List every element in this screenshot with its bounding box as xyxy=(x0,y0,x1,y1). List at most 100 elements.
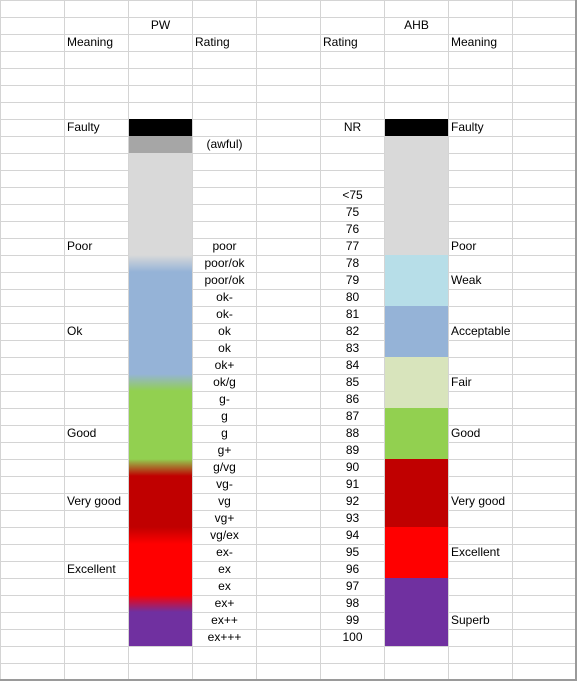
grid-row-line xyxy=(0,221,577,222)
score-cell: 88 xyxy=(345,426,360,440)
grid-row-line xyxy=(0,153,577,154)
pw-band-vg-ex-transition xyxy=(129,527,192,544)
grid-row-line xyxy=(0,595,577,596)
pw-rating-cell: g+ xyxy=(217,443,232,457)
pw-rating-cell: ex- xyxy=(216,545,233,559)
score-cell: 99 xyxy=(345,613,360,627)
score-cell: 95 xyxy=(345,545,360,559)
pw-band-faulty xyxy=(129,119,192,136)
score-cell: 100 xyxy=(342,630,363,644)
ahb-meaning-header: Meaning xyxy=(451,35,498,49)
pw-band-good xyxy=(129,391,192,459)
grid-row-line xyxy=(0,0,577,1)
ahb-band-good xyxy=(385,408,448,459)
pw-rating-cell: g/vg xyxy=(213,460,236,474)
ahb-band-weak xyxy=(385,255,448,306)
score-cell: 79 xyxy=(345,273,360,287)
pw-meaning: Excellent xyxy=(67,562,116,576)
grid-row-line xyxy=(0,306,577,307)
grid-row-line xyxy=(0,612,577,613)
pw-band-superb xyxy=(129,612,192,646)
pw-rating-header: Rating xyxy=(195,35,230,49)
ahb-meaning: Superb xyxy=(451,613,490,627)
score-cell: 80 xyxy=(345,290,360,304)
pw-meaning: Very good xyxy=(67,494,122,508)
ahb-meaning: Weak xyxy=(451,273,482,287)
pw-meaning: Poor xyxy=(67,239,93,253)
pw-band-ok xyxy=(129,272,192,374)
grid-row-line xyxy=(0,561,577,562)
score-cell: 85 xyxy=(345,375,360,389)
grid-row-line xyxy=(0,17,577,18)
grid-row-line xyxy=(0,357,577,358)
score-cell: 84 xyxy=(345,358,360,372)
score-cell: 86 xyxy=(345,392,360,406)
grid-row-line xyxy=(0,646,577,647)
grid-row-line xyxy=(0,272,577,273)
ahb-band-fair xyxy=(385,357,448,408)
pw-rating-cell: ex++ xyxy=(211,613,238,627)
score-cell: 96 xyxy=(345,562,360,576)
pw-rating-cell: g- xyxy=(219,392,230,406)
pw-rating-cell: ex+ xyxy=(214,596,235,610)
ahb-rating-header: Rating xyxy=(323,35,358,49)
score-cell: NR xyxy=(343,120,362,134)
pw-rating-cell: ok xyxy=(218,341,231,355)
ahb-band-acceptable xyxy=(385,306,448,357)
pw-rating-cell: poor xyxy=(212,239,237,253)
pw-meaning: Good xyxy=(67,426,97,440)
pw-meaning-header: Meaning xyxy=(67,35,114,49)
pw-meaning: Faulty xyxy=(67,120,100,134)
grid-row-line xyxy=(0,510,577,511)
ahb-meaning: Excellent xyxy=(451,545,500,559)
pw-band-poor-ok-transition xyxy=(129,255,192,272)
pw-rating-cell: g xyxy=(221,426,228,440)
pw-rating-cell: vg- xyxy=(216,477,233,491)
window-border-bottom xyxy=(0,679,577,681)
ahb-band-poor xyxy=(385,136,448,255)
ahb-header: AHB xyxy=(404,18,429,32)
pw-rating-cell: ex xyxy=(218,562,231,576)
score-cell: 76 xyxy=(345,222,360,236)
score-cell: 98 xyxy=(345,596,360,610)
grid-row-line xyxy=(0,425,577,426)
grid-row-line xyxy=(0,119,577,120)
ahb-meaning: Good xyxy=(451,426,481,440)
pw-rating-cell: ok/g xyxy=(213,375,236,389)
ahb-band-excellent xyxy=(385,527,448,578)
score-cell: 87 xyxy=(345,409,360,423)
pw-band-ex-plus-transition xyxy=(129,595,192,612)
grid-row-line xyxy=(0,255,577,256)
grid-row-line xyxy=(0,102,577,103)
ahb-meaning: Very good xyxy=(451,494,506,508)
score-cell: 97 xyxy=(345,579,360,593)
score-cell: 78 xyxy=(345,256,360,270)
pw-meaning: Ok xyxy=(67,324,83,338)
ahb-band-superb xyxy=(385,578,448,646)
grid-row-line xyxy=(0,323,577,324)
grid-row-line xyxy=(0,204,577,205)
score-cell: 75 xyxy=(345,205,360,219)
grid-row-line xyxy=(0,170,577,171)
pw-rating-cell: g xyxy=(221,409,228,423)
score-cell: 89 xyxy=(345,443,360,457)
ahb-meaning: Poor xyxy=(451,239,477,253)
grid-row-line xyxy=(0,51,577,52)
grid-row-line xyxy=(0,459,577,460)
grid-row-line xyxy=(0,374,577,375)
grid-row-line xyxy=(0,187,577,188)
pw-band-excellent xyxy=(129,544,192,595)
score-cell: <75 xyxy=(342,188,363,202)
pw-header: PW xyxy=(150,18,171,32)
pw-rating-cell: ok- xyxy=(216,290,233,304)
score-cell: 92 xyxy=(345,494,360,508)
ahb-meaning: Faulty xyxy=(451,120,484,134)
score-cell: 94 xyxy=(345,528,360,542)
ahb-band-very-good xyxy=(385,459,448,527)
grid-row-line xyxy=(0,238,577,239)
score-cell: 81 xyxy=(345,307,360,321)
grid-row-line xyxy=(0,340,577,341)
grid-row-line xyxy=(0,408,577,409)
pw-band-poor xyxy=(129,153,192,255)
